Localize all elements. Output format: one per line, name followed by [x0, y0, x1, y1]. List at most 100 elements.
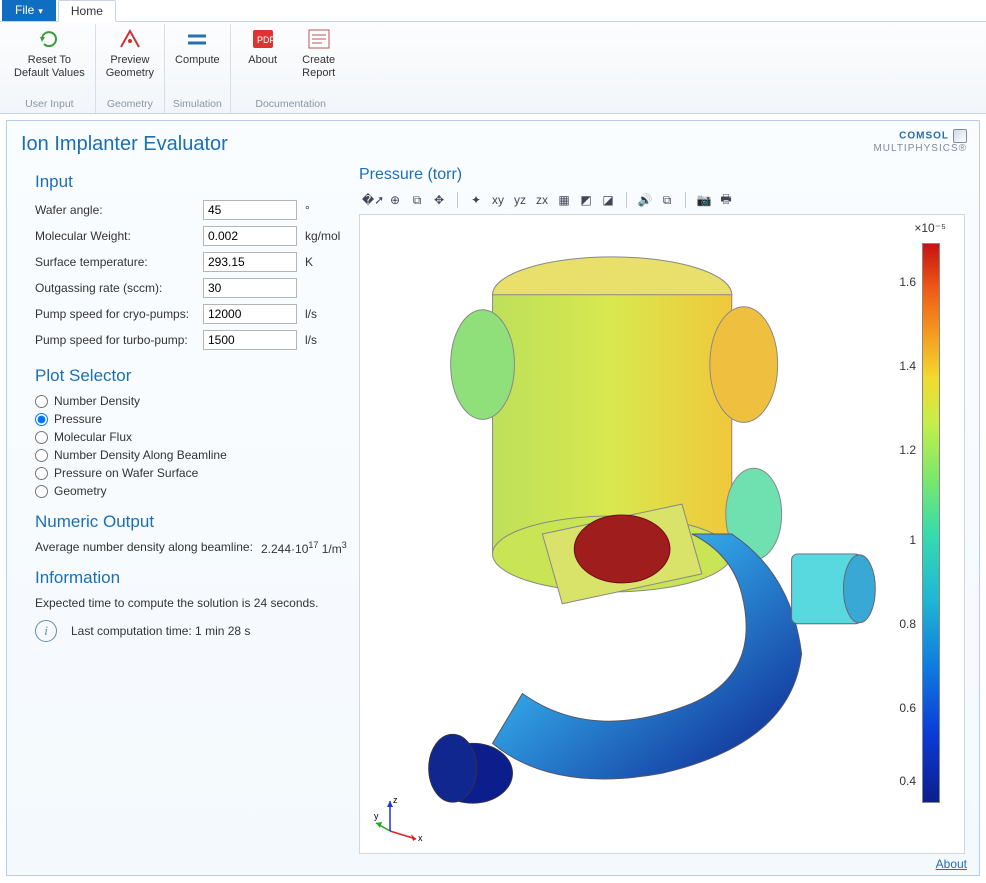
- input-row: Surface temperature: K: [35, 252, 351, 272]
- report-icon: [305, 26, 333, 52]
- svg-text:y: y: [374, 811, 379, 821]
- zoom-box-icon[interactable]: ⧉: [409, 192, 425, 208]
- plot-option[interactable]: Pressure on Wafer Surface: [35, 466, 351, 480]
- input-unit: K: [305, 255, 313, 269]
- colorbar-tick: 1.4: [899, 359, 916, 373]
- colorbar-ticks: 1.6 1.4 1.2 1 0.8 0.6 0.4: [884, 243, 916, 803]
- brand-line1: COMSOL: [899, 131, 949, 142]
- light1-icon[interactable]: ◩: [578, 192, 594, 208]
- tab-home[interactable]: Home: [58, 0, 116, 22]
- brand-line2: MULTIPHYSICS: [873, 143, 958, 154]
- input-field-2[interactable]: [203, 252, 297, 272]
- tab-home-label: Home: [71, 4, 103, 18]
- plot-option-label: Number Density: [54, 394, 140, 408]
- tab-file-label: File: [15, 3, 34, 17]
- numeric-output-label: Average number density along beamline:: [35, 540, 261, 556]
- input-label: Surface temperature:: [35, 255, 203, 269]
- input-label: Pump speed for cryo-pumps:: [35, 307, 203, 321]
- grid-icon[interactable]: ▦: [556, 192, 572, 208]
- compute-button[interactable]: Compute: [171, 24, 224, 69]
- input-unit: kg/mol: [305, 229, 340, 243]
- info-last-computation: Last computation time: 1 min 28 s: [71, 624, 250, 638]
- input-label: Wafer angle:: [35, 203, 203, 217]
- input-heading: Input: [35, 172, 351, 192]
- plot-option-label: Number Density Along Beamline: [54, 448, 227, 462]
- colorbar-tick: 1.6: [899, 275, 916, 289]
- information-heading: Information: [35, 568, 351, 588]
- brand-logo: COMSOL MULTIPHYSICS®: [873, 129, 967, 154]
- plot-radio-0[interactable]: [35, 395, 48, 408]
- report-button[interactable]: CreateReport: [293, 24, 345, 81]
- copy-icon[interactable]: ⧉: [659, 192, 675, 208]
- input-row: Molecular Weight: kg/mol: [35, 226, 351, 246]
- zoom-extents-icon[interactable]: �➚: [365, 192, 381, 208]
- colorbar: [922, 243, 940, 803]
- caret-down-icon: ▾: [38, 6, 43, 16]
- plot-option[interactable]: Number Density: [35, 394, 351, 408]
- input-label: Pump speed for turbo-pump:: [35, 333, 203, 347]
- zoom-in-icon[interactable]: ⊕: [387, 192, 403, 208]
- info-expected-time: Expected time to compute the solution is…: [35, 596, 351, 610]
- plot-option[interactable]: Molecular Flux: [35, 430, 351, 444]
- colorbar-tick: 1.2: [899, 443, 916, 457]
- plot-option[interactable]: Number Density Along Beamline: [35, 448, 351, 462]
- graphics-title: Pressure (torr): [359, 166, 965, 184]
- input-field-1[interactable]: [203, 226, 297, 246]
- input-unit: l/s: [305, 333, 317, 347]
- axis-3d-icon[interactable]: ✦: [468, 192, 484, 208]
- input-field-3[interactable]: [203, 278, 297, 298]
- numeric-output-value: 2.244·1017 1/m3: [261, 540, 347, 556]
- preview-button[interactable]: PreviewGeometry: [102, 24, 158, 81]
- main-panel: COMSOL MULTIPHYSICS® Ion Implanter Evalu…: [6, 120, 980, 876]
- preview-icon: [116, 26, 144, 52]
- compute-icon: [183, 26, 211, 52]
- plot-radio-1[interactable]: [35, 413, 48, 426]
- about-button[interactable]: PDFAbout: [237, 24, 289, 69]
- render-svg: [360, 215, 964, 853]
- plot-radio-3[interactable]: [35, 449, 48, 462]
- ribbon: Reset ToDefault Values User Input PreviewG…: [0, 22, 986, 114]
- input-row: Pump speed for cryo-pumps:l/s: [35, 304, 351, 324]
- svg-text:PDF: PDF: [257, 35, 276, 45]
- plot-selector-heading: Plot Selector: [35, 366, 351, 386]
- colorbar-exponent: ×10⁻⁵: [914, 221, 946, 235]
- about-icon: PDF: [249, 26, 277, 52]
- plot-option-label: Geometry: [54, 484, 107, 498]
- brand-cube-icon: [953, 129, 967, 143]
- plot-option-label: Molecular Flux: [54, 430, 132, 444]
- colorbar-tick: 0.8: [899, 617, 916, 631]
- right-column: Pressure (torr) �➚⊕⧉✥✦xyyzzx▦◩◪🔊⧉📷🖶: [359, 166, 965, 854]
- zoom-select-icon[interactable]: ✥: [431, 192, 447, 208]
- left-column: Input Wafer angle:° Molecular Weight: kg/m…: [21, 166, 351, 854]
- plot-radio-4[interactable]: [35, 467, 48, 480]
- reset-button[interactable]: Reset ToDefault Values: [10, 24, 89, 81]
- colorbar-tick: 0.4: [899, 774, 916, 788]
- input-row: Wafer angle:°: [35, 200, 351, 220]
- ribbon-group-caption: Simulation: [171, 96, 224, 113]
- light2-icon[interactable]: ◪: [600, 192, 616, 208]
- colorbar-tick: 1: [909, 533, 916, 547]
- input-row: Pump speed for turbo-pump: l/s: [35, 330, 351, 350]
- input-field-5[interactable]: [203, 330, 297, 350]
- plot-radio-5[interactable]: [35, 485, 48, 498]
- input-field-4[interactable]: [203, 304, 297, 324]
- colorbar-tick: 0.6: [899, 701, 916, 715]
- ribbon-group-caption: Documentation: [237, 96, 345, 113]
- camera-icon[interactable]: 📷: [696, 192, 712, 208]
- plot-option[interactable]: Pressure: [35, 412, 351, 426]
- tab-file[interactable]: File ▾: [2, 0, 56, 21]
- xy-plane-icon[interactable]: xy: [490, 192, 506, 208]
- graphics-canvas[interactable]: x y z ×10⁻⁵ 1.61.41.210.80.60.4: [359, 214, 965, 854]
- input-field-0[interactable]: [203, 200, 297, 220]
- svg-text:x: x: [418, 833, 423, 843]
- audio-icon[interactable]: 🔊: [637, 192, 653, 208]
- print-icon[interactable]: 🖶: [718, 192, 734, 208]
- plot-radio-2[interactable]: [35, 431, 48, 444]
- ribbon-group-caption: User Input: [10, 96, 89, 113]
- plot-option[interactable]: Geometry: [35, 484, 351, 498]
- input-row: Outgassing rate (sccm):: [35, 278, 351, 298]
- about-link[interactable]: About: [936, 857, 967, 871]
- zx-plane-icon[interactable]: zx: [534, 192, 550, 208]
- input-label: Molecular Weight:: [35, 229, 203, 243]
- yz-plane-icon[interactable]: yz: [512, 192, 528, 208]
